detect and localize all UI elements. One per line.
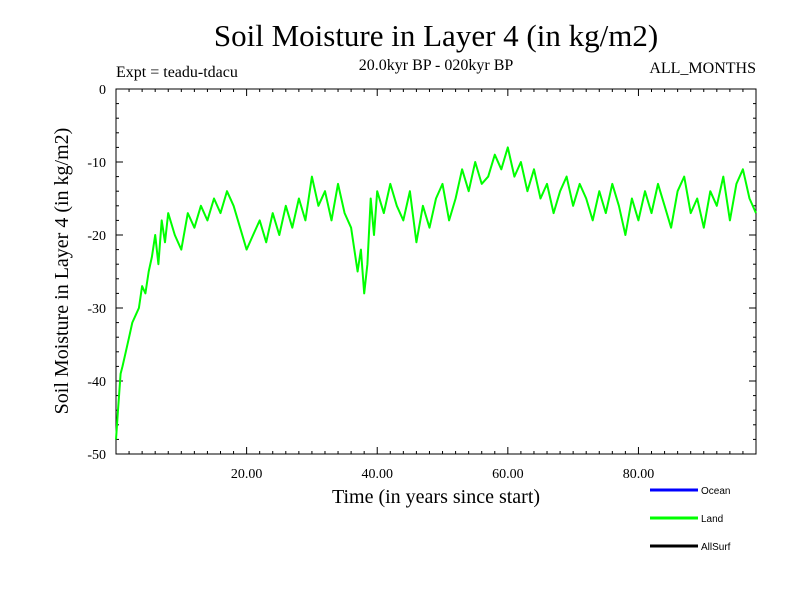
series-lines (115, 146, 757, 440)
legend-label-land: Land (701, 514, 723, 525)
axis-ticks: 0 -10 -20 -30 -40 -50 20.00 40.00 60.00 80.00 (87, 83, 756, 482)
months-label: ALL_MONTHS (649, 60, 756, 77)
plot-area (115, 88, 757, 455)
legend-label-allsurf: AllSurf (701, 542, 731, 553)
x-tick-label: 80.00 (623, 467, 655, 482)
x-tick-label: 20.00 (231, 467, 263, 482)
y-tick-label: -20 (87, 229, 106, 244)
legend: Ocean Land AllSurf (650, 486, 731, 553)
y-tick-label: -50 (87, 448, 106, 463)
x-axis-label: Time (in years since start) (332, 486, 540, 508)
x-tick-label: 40.00 (361, 467, 393, 482)
time-period-label: 20.0kyr BP - 020kyr BP (359, 57, 514, 74)
x-tick-label: 60.00 (492, 467, 524, 482)
legend-label-ocean: Ocean (701, 486, 730, 497)
y-axis-label: Soil Moisture in Layer 4 (in kg/m2) (51, 128, 73, 415)
series-line-land (115, 146, 757, 440)
y-tick-label: -10 (87, 156, 106, 171)
chart-title: Soil Moisture in Layer 4 (in kg/m2) (214, 18, 658, 53)
y-tick-label: 0 (99, 83, 106, 98)
y-tick-label: -40 (87, 375, 106, 390)
experiment-label: Expt = teadu-tdacu (116, 64, 238, 81)
y-tick-label: -30 (87, 302, 106, 317)
